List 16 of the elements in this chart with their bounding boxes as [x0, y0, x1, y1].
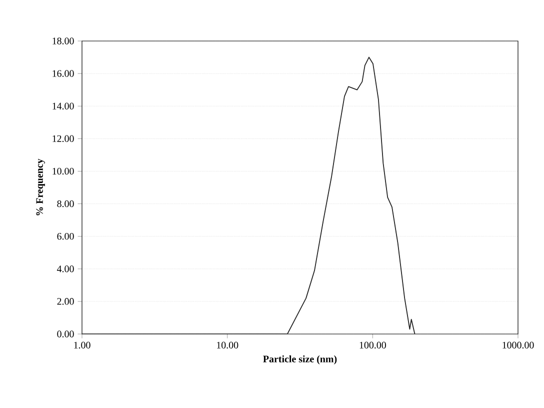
- y-tick-label: 18.00: [52, 38, 74, 44]
- y-tick-label: 14.00: [52, 102, 74, 110]
- x-tick-label: 100.00: [360, 342, 386, 349]
- y-axis-title: % Frequency: [36, 158, 45, 216]
- y-tick-label: 2.00: [57, 298, 74, 305]
- x-tick-label: 1000.00: [502, 342, 534, 349]
- y-tick-label: 10.00: [52, 168, 74, 175]
- y-tick-label: 4.00: [56, 266, 74, 272]
- x-tick-label: 10.00: [217, 342, 238, 349]
- x-tick-label: 1.00: [74, 342, 90, 349]
- x-axis-title: Particle size (nm): [263, 355, 337, 364]
- y-tick-label: 8.00: [57, 200, 74, 208]
- y-tick-label: 16.00: [52, 70, 74, 77]
- y-tick-label: 12.00: [52, 135, 74, 142]
- y-tick-label: 0.00: [57, 330, 74, 338]
- y-tick-label: 6.00: [57, 232, 74, 240]
